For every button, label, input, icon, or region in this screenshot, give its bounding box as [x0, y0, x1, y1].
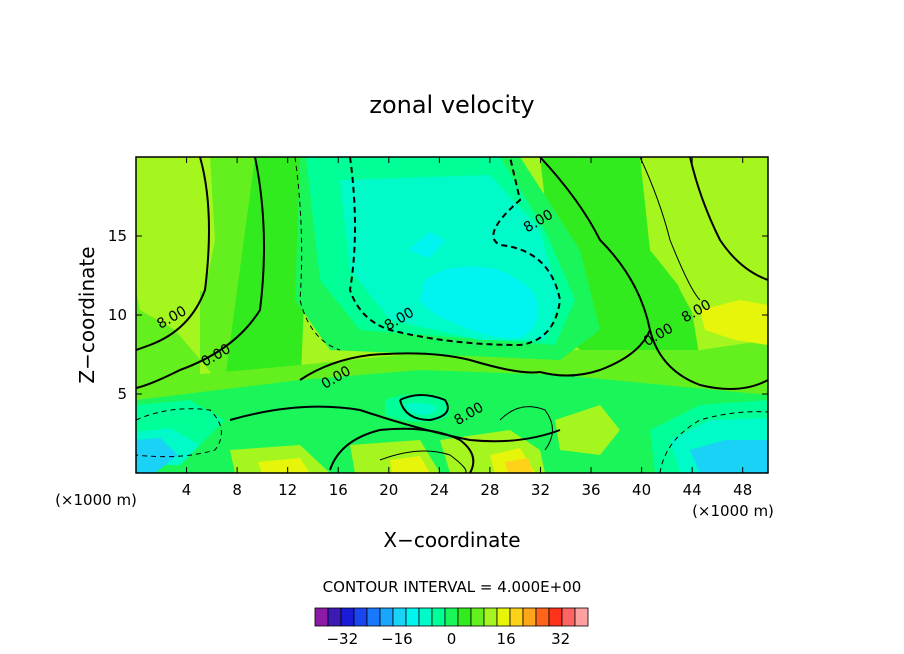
colorbar-swatch — [548, 607, 563, 627]
field-region — [390, 456, 430, 473]
colorbar-swatch — [327, 607, 342, 627]
x-tick-label: 40 — [632, 481, 651, 499]
colorbar-tick-label: 16 — [497, 630, 516, 648]
colorbar-tick-label: −32 — [326, 630, 358, 648]
field-region — [690, 440, 768, 473]
contour-line — [499, 406, 553, 451]
contour-line — [639, 157, 701, 301]
colorbar-swatch — [470, 607, 485, 627]
y-axis-title: Z−coordinate — [75, 246, 99, 383]
contour-line — [329, 427, 475, 473]
colorbar-swatch — [509, 607, 524, 627]
colorbar-swatch — [379, 607, 394, 627]
field-region — [700, 300, 768, 345]
contour-line — [294, 157, 341, 351]
contour-line — [379, 450, 467, 473]
x-tick-label: 36 — [581, 481, 600, 499]
contour-line — [348, 157, 562, 347]
x-tick-label: 32 — [531, 481, 550, 499]
field-region — [136, 438, 178, 473]
contour-line — [136, 157, 265, 389]
colorbar-tick-label: 0 — [447, 630, 457, 648]
x-tick-label: 12 — [278, 481, 297, 499]
y-tick-label: 5 — [117, 385, 127, 403]
x-tick-label: 48 — [733, 481, 752, 499]
x-tick-label: 16 — [329, 481, 348, 499]
colorbar-swatch — [353, 607, 368, 627]
x-tick-label: 44 — [683, 481, 702, 499]
x-tick-label: 20 — [379, 481, 398, 499]
contour-line — [229, 405, 561, 443]
colorbar-swatch — [574, 607, 589, 627]
colorbar-swatch — [444, 607, 459, 627]
contour-interval-text: CONTOUR INTERVAL = 4.000E+00 — [323, 578, 582, 596]
field-region — [505, 458, 533, 473]
x-axis-title: X−coordinate — [383, 528, 520, 552]
contour-line — [399, 394, 449, 422]
x-unit-label: (×1000 m) — [55, 491, 137, 509]
colorbar-swatch — [561, 607, 576, 627]
x-tick-label: 8 — [232, 481, 242, 499]
x-unit-label-right: (×1000 m) — [692, 502, 774, 520]
field-region — [225, 157, 310, 410]
colorbar-swatch — [405, 607, 420, 627]
colorbar-swatch — [431, 607, 446, 627]
colorbar-swatch — [483, 607, 498, 627]
colorbar-swatch — [418, 607, 433, 627]
colorbar-swatch — [535, 607, 550, 627]
field-region — [258, 458, 310, 473]
y-tick-label: 15 — [108, 227, 127, 245]
colorbar-tick-label: −16 — [381, 630, 413, 648]
colorbar-swatch — [366, 607, 381, 627]
field-region — [136, 157, 215, 300]
x-tick-label: 28 — [480, 481, 499, 499]
field-region — [405, 402, 437, 415]
contour-line — [299, 352, 541, 381]
colorbar-swatch — [314, 607, 329, 627]
colorbar-swatch — [522, 607, 537, 627]
field-region — [420, 266, 538, 339]
chart-title: zonal velocity — [369, 91, 534, 119]
x-tick-label: 24 — [430, 481, 449, 499]
x-tick-label: 4 — [182, 481, 192, 499]
colorbar — [314, 607, 589, 627]
colorbar-swatch — [457, 607, 472, 627]
plot-area: 8.000.000.008.008.008.000.008.00 — [135, 156, 769, 474]
colorbar-swatch — [496, 607, 511, 627]
field-region — [665, 157, 768, 345]
contour-line — [136, 157, 210, 351]
contour-line — [689, 157, 768, 281]
contour-line — [659, 411, 768, 473]
y-tick-label: 10 — [108, 306, 127, 324]
contour-line — [539, 157, 652, 377]
colorbar-swatch — [392, 607, 407, 627]
field-region — [408, 232, 445, 258]
colorbar-tick-label: 32 — [551, 630, 570, 648]
colorbar-swatch — [340, 607, 355, 627]
field-region — [555, 405, 620, 455]
contour-line — [649, 329, 768, 390]
